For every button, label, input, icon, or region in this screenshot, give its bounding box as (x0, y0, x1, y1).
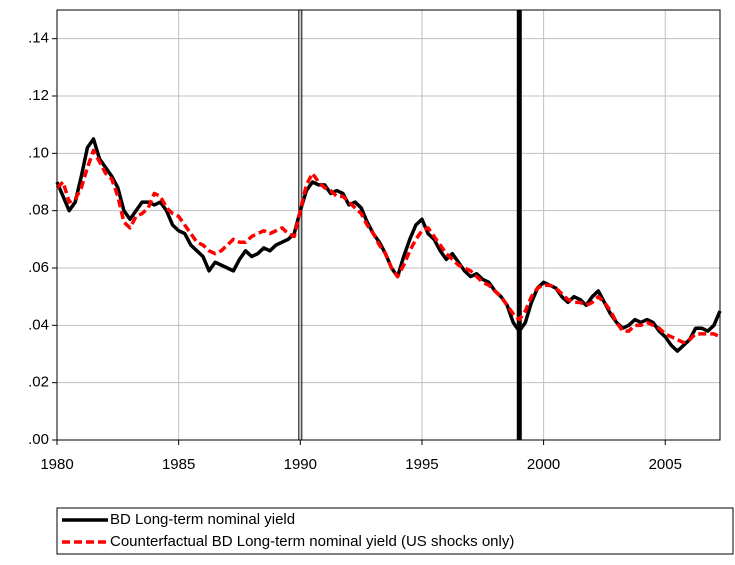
legend-box (56, 507, 734, 555)
y-tick-label: .00 (28, 431, 49, 448)
x-tick-label: 2005 (649, 456, 682, 473)
y-tick-label: .10 (28, 144, 49, 161)
y-tick-label: .08 (28, 202, 49, 219)
y-tick-label: .12 (28, 87, 49, 104)
x-tick-label: 1980 (40, 456, 73, 473)
x-tick-label: 1990 (284, 456, 317, 473)
y-tick-label: .04 (28, 316, 49, 333)
series-line (55, 148, 721, 345)
y-tick-label: .14 (28, 30, 49, 47)
legend-label: BD Long-term nominal yield (110, 511, 295, 528)
legend-label: Counterfactual BD Long-term nominal yiel… (110, 533, 514, 550)
x-tick-label: 1995 (405, 456, 438, 473)
y-tick-label: .02 (28, 374, 49, 391)
y-tick-label: .06 (28, 259, 49, 276)
series-line (55, 137, 722, 353)
plot-frame (56, 9, 721, 441)
x-tick-label: 1985 (162, 456, 195, 473)
x-tick-label: 2000 (527, 456, 560, 473)
